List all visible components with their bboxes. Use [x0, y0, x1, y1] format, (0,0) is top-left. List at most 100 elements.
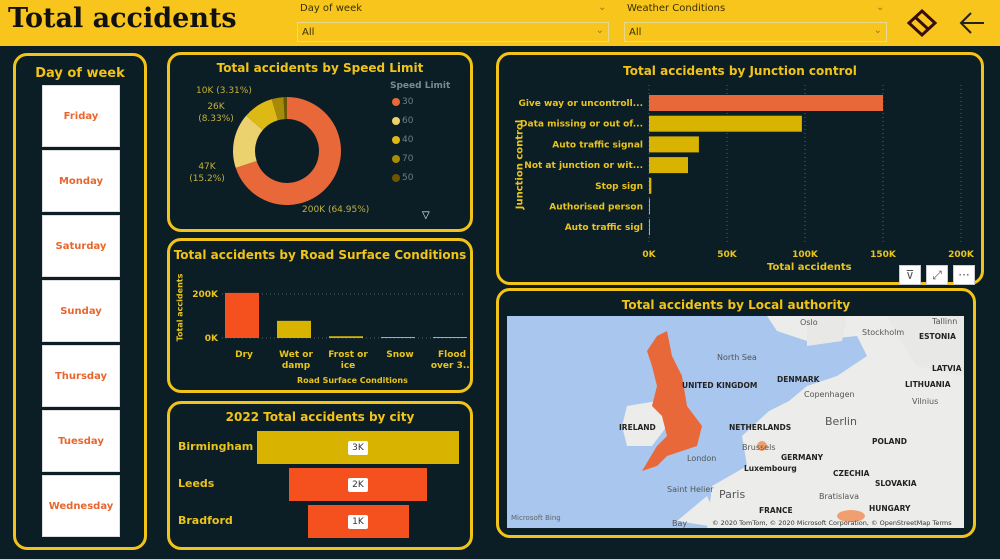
funnel-bar-Leeds[interactable]: 2K — [288, 468, 427, 501]
focus-mode-icon[interactable]: ⤢ — [926, 265, 948, 285]
legend-item-50[interactable]: 50 — [392, 173, 413, 183]
day-button-friday[interactable]: Friday — [42, 85, 120, 147]
map-label: Bay — [672, 519, 688, 528]
junction-control-chart: Total accidents by Junction control 0K 50… — [496, 52, 984, 285]
map-label: POLAND — [872, 437, 907, 446]
legend-scroll-down-icon[interactable]: ▽ — [422, 210, 430, 221]
x-axis-title: Total accidents — [767, 262, 852, 273]
day-of-week-slicer-label: Day of week — [300, 3, 363, 14]
map-label: Stockholm — [862, 328, 905, 337]
legend-label: 60 — [402, 116, 414, 126]
filter-icon[interactable]: ⊽ — [899, 265, 921, 285]
day-button-monday[interactable]: Monday — [42, 150, 120, 212]
map-label: LITHUANIA — [905, 380, 951, 389]
map-label: Paris — [719, 488, 746, 501]
speed-limit-chart: Total accidents by Speed Limit Speed Lim… — [167, 52, 473, 232]
donut-slice-30 — [235, 97, 341, 205]
bar-1 — [277, 320, 311, 338]
day-button-tuesday[interactable]: Tuesday — [42, 410, 120, 472]
x-axis-title: Road Surface Conditions — [297, 376, 408, 385]
map-label: FRANCE — [759, 506, 793, 515]
y-axis-title: Junction control — [514, 119, 526, 210]
legend-item-70[interactable]: 70 — [392, 154, 413, 164]
bar-5 — [649, 198, 650, 215]
legend-dot — [392, 155, 400, 163]
data-label: 2K — [348, 477, 368, 492]
legend-label: 40 — [402, 135, 414, 145]
road-surface-chart: Total accidents by Road Surface Conditio… — [167, 238, 473, 393]
chevron-down-icon[interactable]: ⌄ — [876, 2, 885, 13]
day-of-week-value: All — [302, 27, 315, 38]
bar-3 — [649, 157, 688, 174]
donut-chart — [233, 97, 341, 205]
donut-slice-50 — [283, 97, 287, 120]
x-tick-label: 200K — [948, 250, 975, 260]
y-tick-label: Authorised person — [549, 203, 643, 213]
day-button-sunday[interactable]: Sunday — [42, 280, 120, 342]
map-label: Brussels — [742, 443, 776, 452]
y-tick-label: Data missing or out of... — [520, 120, 643, 130]
data-label: 26K (8.33%) — [198, 102, 234, 124]
day-button-saturday[interactable]: Saturday — [42, 215, 120, 277]
map-canvas[interactable]: Oslo Stockholm Tallinn ESTONIA North Sea LATV… — [507, 316, 964, 528]
bar-4 — [433, 337, 467, 338]
funnel-bar-Birmingham[interactable]: 3K — [257, 431, 459, 464]
bar-0 — [225, 292, 259, 338]
data-label: 47K (15.2%) — [189, 162, 225, 184]
day-button-wednesday[interactable]: Wednesday — [42, 475, 120, 537]
map-label: IRELAND — [619, 423, 656, 432]
legend-title: Speed Limit — [390, 81, 451, 91]
legend-label: 70 — [402, 154, 414, 164]
x-tick-label: Dry — [235, 350, 253, 360]
city-label: Birmingham — [178, 440, 254, 453]
eraser-icon[interactable] — [906, 8, 938, 38]
chevron-down-icon[interactable]: ⌄ — [598, 2, 607, 13]
data-label: 200K (64.95%) — [302, 205, 370, 215]
back-arrow-icon[interactable] — [958, 10, 986, 36]
legend-item-40[interactable]: 40 — [392, 135, 413, 145]
map-label: NETHERLANDS — [729, 423, 792, 432]
chart-title: 2022 Total accidents by city — [225, 410, 415, 424]
legend-label: 50 — [402, 173, 414, 183]
local-authority-map-card: Total accidents by Local authority Oslo S… — [496, 288, 976, 538]
chart-title: Total accidents by Road Surface Conditio… — [173, 248, 467, 262]
map-label: LATVIA — [932, 364, 962, 373]
day-of-week-slicer: Day of week Friday Monday Saturday Sunda… — [13, 53, 147, 550]
x-tick-label: Wet or damp — [279, 350, 313, 371]
bar-0 — [649, 95, 883, 111]
weather-slicer-label: Weather Conditions — [627, 3, 726, 14]
day-button-thursday[interactable]: Thursday — [42, 345, 120, 407]
y-axis-title: Total accidents — [175, 273, 185, 342]
x-tick-label: Frost or ice — [328, 350, 368, 371]
map-label: SLOVAKIA — [875, 479, 917, 488]
map-label: Saint Helier — [667, 485, 714, 494]
donut-slice-60 — [233, 115, 263, 168]
map-label: London — [687, 454, 717, 463]
y-tick-label: 0K — [205, 334, 219, 344]
y-tick-label: Stop sign — [595, 182, 643, 192]
x-tick-label: 100K — [792, 250, 819, 260]
map-shapes — [622, 316, 964, 528]
map-attribution[interactable]: © 2020 TomTom, © 2020 Microsoft Corporat… — [712, 519, 952, 527]
x-tick-label: 0K — [642, 250, 656, 260]
more-options-icon[interactable]: ··· — [953, 265, 975, 285]
legend-dot — [392, 136, 400, 144]
map-label: Vilnius — [912, 397, 939, 406]
bar-1 — [649, 115, 802, 132]
funnel-bar-Bradford[interactable]: 1K — [307, 505, 409, 538]
bar-2 — [649, 136, 699, 153]
map-label: Berlin — [825, 415, 857, 428]
data-label: 1K — [348, 514, 368, 529]
map-label: Bratislava — [819, 492, 859, 501]
legend-item-60[interactable]: 60 — [392, 116, 413, 126]
header-bar: Total accidents Day of week ⌄ All ⌄ Weath… — [0, 0, 1000, 46]
legend-item-30[interactable]: 30 — [392, 97, 413, 107]
weather-dropdown[interactable]: All ⌄ — [624, 22, 887, 42]
day-of-week-dropdown[interactable]: All ⌄ — [297, 22, 609, 42]
chart-title: Total accidents by Junction control — [623, 64, 857, 78]
map-label: Tallinn — [932, 317, 958, 326]
donut-slice-70 — [271, 97, 285, 121]
data-label: 3K — [348, 440, 368, 455]
y-tick-label: Auto traffic sigl — [565, 223, 643, 233]
map-label: Oslo — [800, 318, 818, 327]
